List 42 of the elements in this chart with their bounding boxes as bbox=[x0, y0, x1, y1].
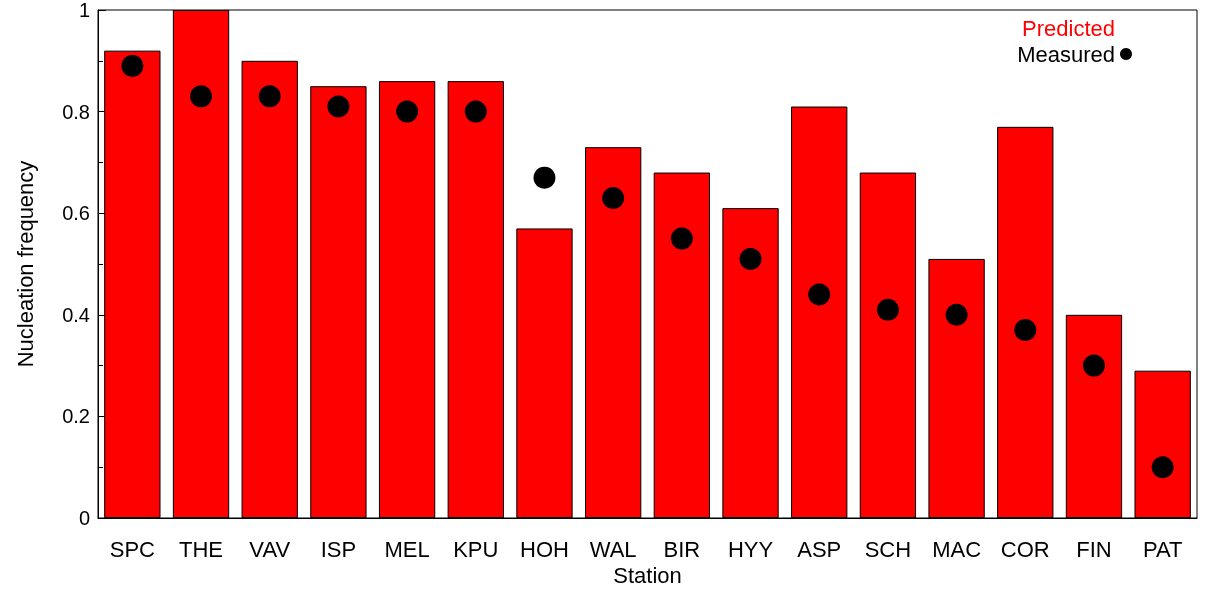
y-tick-label: 0.4 bbox=[62, 303, 90, 326]
x-tick-label: SPC bbox=[109, 536, 156, 562]
point bbox=[533, 166, 556, 189]
y-tick-label: 0 bbox=[78, 507, 90, 529]
x-tick-label: MAC bbox=[932, 536, 982, 562]
x-tick-label: MEL bbox=[384, 536, 430, 562]
point bbox=[739, 247, 762, 270]
x-tick-label: SCH bbox=[864, 536, 912, 562]
point bbox=[670, 227, 693, 250]
y-axis-title: Nucleation frequency bbox=[12, 160, 38, 368]
point bbox=[1151, 456, 1174, 479]
point bbox=[876, 298, 899, 321]
point bbox=[327, 95, 350, 118]
point bbox=[1014, 319, 1037, 342]
point bbox=[396, 100, 419, 123]
y-tick-label: 1 bbox=[78, 0, 90, 21]
point bbox=[1082, 354, 1105, 377]
x-tick-label: ASP bbox=[797, 536, 842, 562]
x-tick-label: WAL bbox=[589, 536, 637, 562]
point bbox=[464, 100, 487, 123]
point bbox=[258, 85, 281, 108]
y-tick-label: 0.6 bbox=[62, 202, 90, 225]
x-tick-label: FIN bbox=[1076, 536, 1112, 562]
x-axis-title: Station bbox=[613, 563, 682, 589]
x-tick-label: HYY bbox=[727, 536, 774, 562]
point bbox=[190, 85, 213, 108]
legend-label: Measured bbox=[1017, 41, 1115, 67]
x-tick-label: COR bbox=[1000, 536, 1050, 562]
x-tick-label: BIR bbox=[663, 536, 701, 562]
point bbox=[808, 283, 831, 306]
point bbox=[602, 186, 625, 209]
point bbox=[121, 54, 144, 77]
y-tick-label: 0.2 bbox=[62, 405, 90, 428]
x-tick-label: PAT bbox=[1142, 536, 1183, 562]
y-tick-label: 0.8 bbox=[62, 100, 90, 123]
x-tick-label: HOH bbox=[520, 536, 569, 562]
point bbox=[945, 303, 968, 326]
x-tick-label: ISP bbox=[320, 536, 357, 562]
x-tick-label: VAV bbox=[249, 536, 291, 562]
text: Predicted bbox=[1022, 15, 1115, 41]
x-tick-label: THE bbox=[179, 536, 224, 562]
x-tick-label: KPU bbox=[453, 536, 499, 562]
